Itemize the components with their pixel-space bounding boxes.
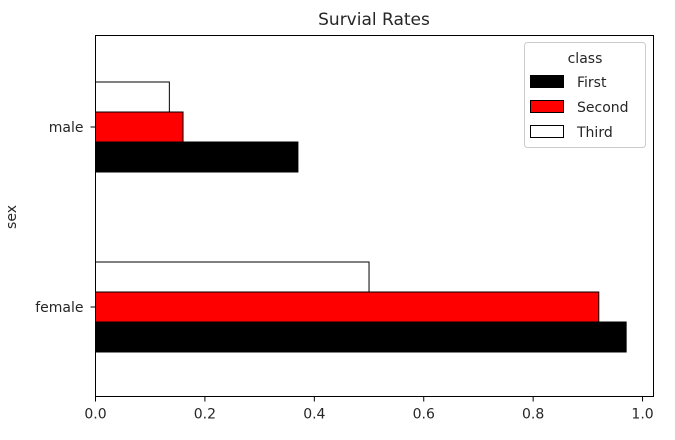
legend-swatch-third: [530, 125, 564, 138]
x-tick-label-1.0: 1.0: [631, 407, 653, 423]
x-tick-label-0.2: 0.2: [194, 407, 216, 423]
x-tick-label-0.0: 0.0: [84, 407, 106, 423]
x-tick-label-0.4: 0.4: [303, 407, 325, 423]
legend-label-first: First: [577, 75, 607, 91]
y-tick-label-male: male: [49, 120, 84, 136]
legend: class First Second Third: [524, 42, 646, 148]
x-tick-label-0.6: 0.6: [413, 407, 435, 423]
chart-title: Survial Rates: [318, 10, 430, 30]
bar-third-female: [95, 261, 370, 293]
legend-box: [524, 42, 646, 148]
legend-title: class: [568, 51, 603, 67]
y-axis-label: sex: [4, 205, 20, 229]
bar-second-male: [95, 111, 184, 143]
y-tick-label-female: female: [35, 300, 83, 316]
legend-swatch-first: [530, 75, 564, 88]
bar-second-female: [95, 291, 600, 323]
y-ticks-layer: male female: [35, 120, 96, 316]
bar-first-female: [95, 321, 627, 353]
bar-third-male: [95, 81, 170, 113]
bars-layer: [95, 81, 627, 353]
x-ticks-layer: 0.0 0.2 0.4 0.6 0.8 1.0: [84, 396, 654, 423]
legend-label-third: Third: [576, 125, 613, 141]
legend-swatch-second: [530, 100, 564, 113]
legend-label-second: Second: [577, 100, 629, 116]
bar-first-male: [95, 141, 299, 173]
plot-frame: [95, 35, 654, 397]
x-tick-label-0.8: 0.8: [522, 407, 544, 423]
